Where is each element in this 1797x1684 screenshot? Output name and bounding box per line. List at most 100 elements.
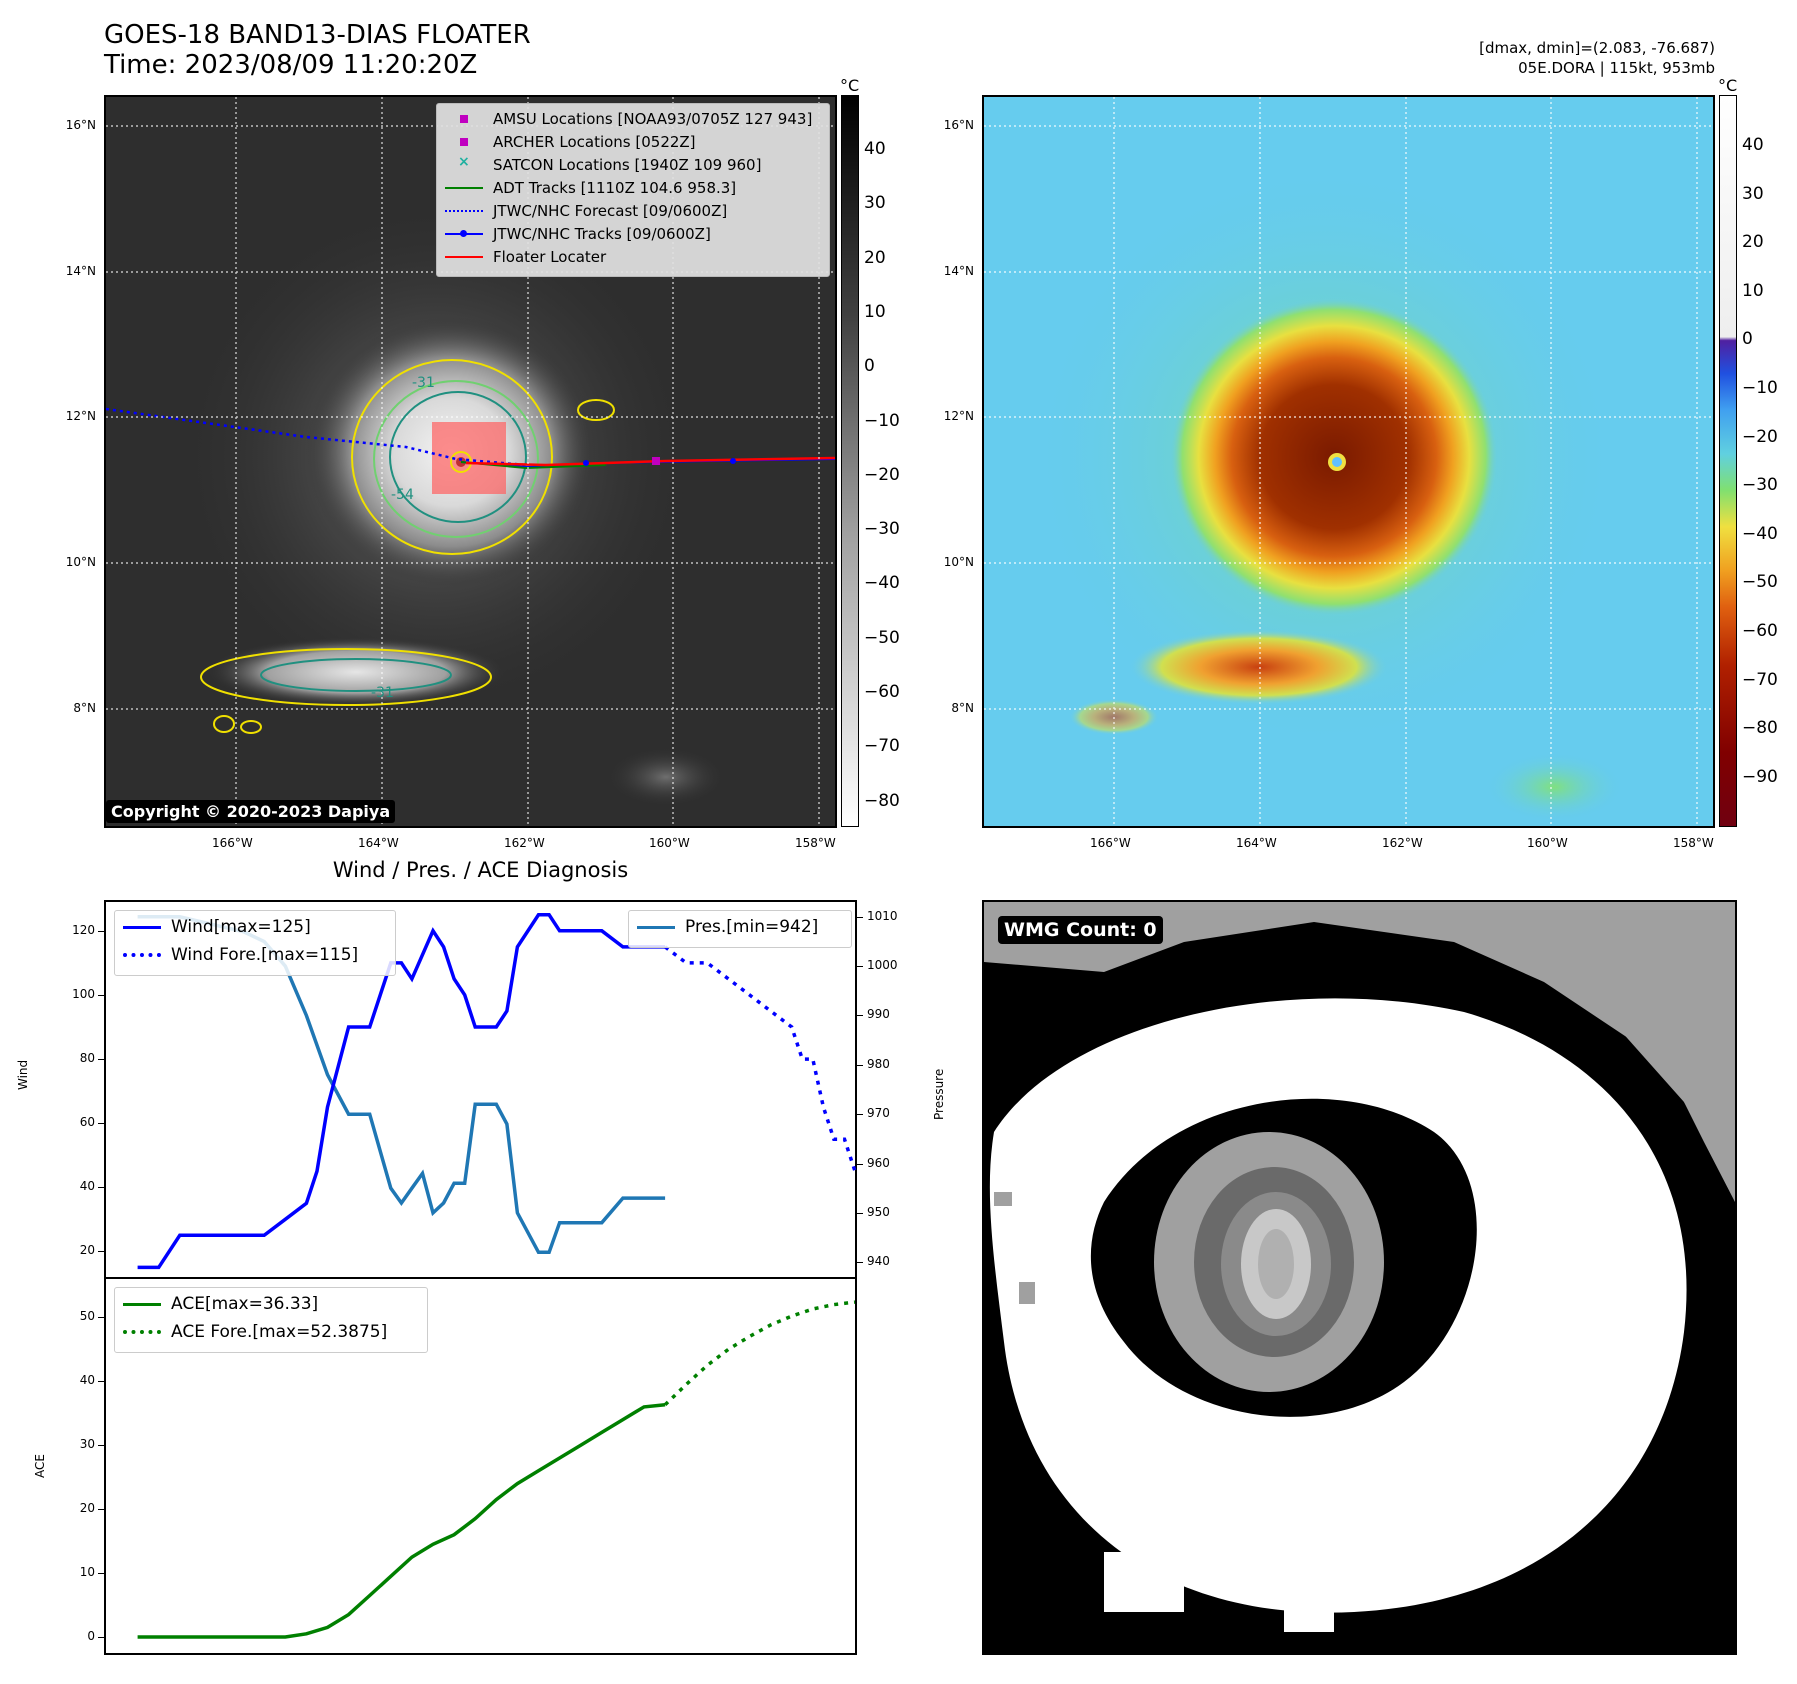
ace-tick-label-mark (98, 1509, 104, 1511)
color-colorbar-tick: 40 (1742, 135, 1764, 155)
map-legend-symbol (445, 182, 483, 194)
color-colorbar-tick: −10 (1742, 378, 1778, 398)
pressure-legend-label: Pres.[min=942] (685, 917, 819, 937)
wind-tick-label-mark (98, 1251, 104, 1253)
map-legend-item: × SATCON Locations [1940Z 109 960] (445, 154, 761, 174)
gray-colorbar-tick: 20 (864, 247, 886, 268)
lon-label: 166°W (1090, 836, 1131, 850)
ace-tick-label-mark (98, 1445, 104, 1447)
figure-title: GOES-18 BAND13-DIAS FLOATER Time: 2023/0… (104, 20, 531, 80)
pressure-tick-label: 970 (867, 1106, 890, 1121)
contour-label-2: -54 (391, 487, 414, 503)
lat-label: 12°N (65, 409, 96, 423)
lat-label: 14°N (943, 264, 974, 278)
pressure-tick-label-mark (857, 1163, 863, 1165)
lat-label: 10°N (65, 555, 96, 569)
gray-colorbar-unit: °C (840, 76, 860, 95)
pressure-tick-label: 940 (867, 1254, 890, 1269)
color-colorbar-tick: −70 (1742, 669, 1778, 690)
ace-tick-label: 10 (79, 1565, 95, 1580)
pressure-tick-label: 950 (867, 1204, 890, 1219)
wind-line (137, 913, 666, 1270)
color-colorbar-tick: 20 (1742, 232, 1764, 253)
map-legend-symbol (445, 205, 483, 217)
map-legend-label: ADT Tracks [1110Z 104.6 958.3] (493, 179, 737, 197)
wmg-panel[interactable]: WMG Count: 0 (982, 900, 1737, 1655)
gray-colorbar-tick: −70 (864, 736, 900, 757)
gray-colorbar-tick: 40 (864, 139, 886, 159)
pressure-legend: Pres.[min=942] (628, 910, 852, 948)
storm-text: 05E.DORA | 115kt, 953mb (1518, 59, 1715, 77)
lat-label: 14°N (65, 264, 96, 278)
ir-color-image (984, 97, 1713, 826)
ace-tick-label: 0 (87, 1629, 95, 1644)
map-legend-item: Floater Locater (445, 248, 606, 266)
color-colorbar-tick: −60 (1742, 621, 1778, 641)
color-colorbar-tick: −50 (1742, 572, 1778, 593)
lat-label: 8°N (73, 701, 96, 715)
gray-colorbar-tick: 10 (864, 301, 886, 322)
map-legend-item: JTWC/NHC Forecast [09/0600Z] (445, 202, 727, 220)
map-legend-symbol (445, 228, 483, 240)
lat-label: 16°N (65, 118, 96, 132)
gray-colorbar-tick: −60 (864, 682, 900, 702)
dmax-dmin-text: [dmax, dmin]=(2.083, -76.687) (1479, 39, 1715, 57)
wmg-count-badge: WMG Count: 0 (998, 916, 1163, 944)
ace-tick-label: 50 (79, 1309, 95, 1324)
map-legend-symbol (445, 113, 483, 125)
lat-label: 8°N (951, 701, 974, 715)
lon-label: 164°W (358, 836, 399, 850)
wind-forecast-legend-label: Wind Fore.[max=115] (171, 945, 359, 965)
map-legend-label: JTWC/NHC Forecast [09/0600Z] (493, 202, 728, 220)
wind-forecast-line (664, 945, 857, 1172)
ir-color-map[interactable] (982, 95, 1715, 828)
map-legend: AMSU Locations [NOAA93/0705Z 127 943] ARC… (436, 103, 830, 277)
gray-colorbar-tick: −30 (864, 519, 900, 540)
wind-tick-label: 60 (79, 1115, 95, 1130)
wmg-image (984, 902, 1735, 1653)
map-legend-item: ARCHER Locations [0522Z] (445, 133, 696, 151)
pressure-tick-label-mark (857, 1064, 863, 1066)
gray-colorbar-tick: 0 (864, 356, 875, 377)
pressure-tick-label-mark (857, 1114, 863, 1116)
color-colorbar-tick: −90 (1742, 766, 1778, 787)
color-colorbar-tick: −80 (1742, 718, 1778, 739)
ace-axis-label: ACE (33, 1454, 47, 1478)
lon-label: 160°W (649, 836, 690, 850)
ace-tick-label-mark (98, 1637, 104, 1639)
ace-legend-label: ACE[max=36.33] (171, 1294, 319, 1314)
title-line-1: GOES-18 BAND13-DIAS FLOATER (104, 20, 531, 50)
map-legend-label: ARCHER Locations [0522Z] (493, 133, 696, 151)
lon-label: 162°W (504, 836, 545, 850)
ace-tick-label: 30 (79, 1437, 95, 1452)
pressure-tick-label-mark (857, 1212, 863, 1214)
gray-colorbar-tick: −40 (864, 573, 900, 594)
wind-tick-label: 100 (72, 986, 95, 1001)
pressure-tick-label-mark (857, 966, 863, 968)
color-colorbar-unit: °C (1718, 76, 1738, 95)
wind-tick-label: 120 (72, 922, 95, 937)
ace-forecast-legend-label: ACE Fore.[max=52.3875] (171, 1322, 388, 1342)
ir-gray-map[interactable]: -31 -54 -31 AMSU Locations [NOAA93/0705Z… (104, 95, 837, 828)
color-colorbar-tick: −40 (1742, 523, 1778, 544)
pressure-tick-label-mark (857, 1262, 863, 1264)
wind-axis-label: Wind (16, 1059, 30, 1090)
pressure-tick-label: 1010 (867, 908, 898, 923)
lon-label: 160°W (1527, 836, 1568, 850)
pressure-tick-label: 980 (867, 1056, 890, 1071)
wind-tick-label: 40 (79, 1179, 95, 1194)
lon-label: 162°W (1382, 836, 1423, 850)
pressure-tick-label: 1000 (867, 958, 898, 973)
ace-tick-label: 20 (79, 1501, 95, 1516)
pressure-tick-label-mark (857, 1015, 863, 1017)
ir-gray-image: -31 -54 -31 (106, 97, 835, 826)
color-colorbar-tick: 30 (1742, 183, 1764, 204)
wind-tick-label: 20 (79, 1243, 95, 1258)
copyright-badge: Copyright © 2020-2023 Dapiya (106, 800, 396, 823)
wind-tick-label-mark (98, 1059, 104, 1061)
gray-colorbar-tick: −20 (864, 464, 900, 485)
ace-forecast-line (663, 1300, 856, 1407)
gray-colorbar (841, 95, 859, 827)
map-legend-symbol (445, 136, 483, 148)
color-colorbar-tick: 0 (1742, 329, 1753, 350)
